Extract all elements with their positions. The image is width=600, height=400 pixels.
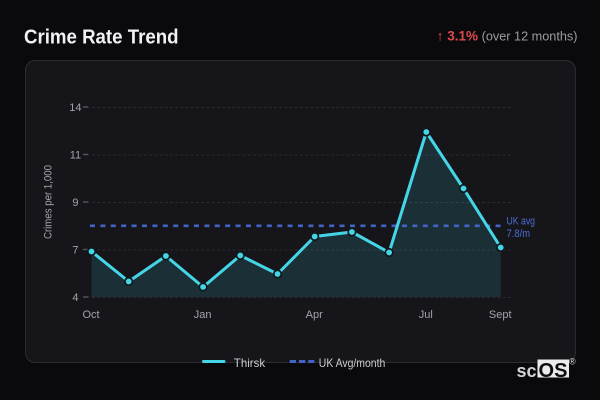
svg-text:11: 11 bbox=[70, 149, 81, 161]
svg-text:®: ® bbox=[569, 357, 576, 367]
svg-text:Sept: Sept bbox=[489, 309, 512, 321]
svg-text:4: 4 bbox=[72, 292, 78, 304]
svg-text:↑ 3.1% (over 12 months): ↑ 3.1% (over 12 months) bbox=[437, 29, 578, 44]
svg-text:Apr: Apr bbox=[306, 309, 323, 321]
svg-text:Thirsk: Thirsk bbox=[234, 356, 266, 370]
svg-text:9: 9 bbox=[72, 197, 78, 209]
svg-text:UK Avg/month: UK Avg/month bbox=[319, 356, 386, 370]
svg-text:UK avg: UK avg bbox=[507, 216, 536, 228]
svg-text:Crimes per 1,000: Crimes per 1,000 bbox=[43, 165, 55, 239]
svg-text:Jul: Jul bbox=[419, 309, 433, 321]
svg-text:14: 14 bbox=[69, 102, 81, 114]
svg-text:Crime Rate Trend: Crime Rate Trend bbox=[24, 27, 179, 49]
svg-text:sc: sc bbox=[516, 361, 536, 381]
svg-text:Oct: Oct bbox=[82, 309, 99, 321]
svg-text:Jan: Jan bbox=[194, 309, 212, 321]
svg-text:7: 7 bbox=[72, 244, 78, 256]
svg-text:OS: OS bbox=[539, 360, 568, 382]
svg-text:7.8/m: 7.8/m bbox=[507, 228, 531, 240]
